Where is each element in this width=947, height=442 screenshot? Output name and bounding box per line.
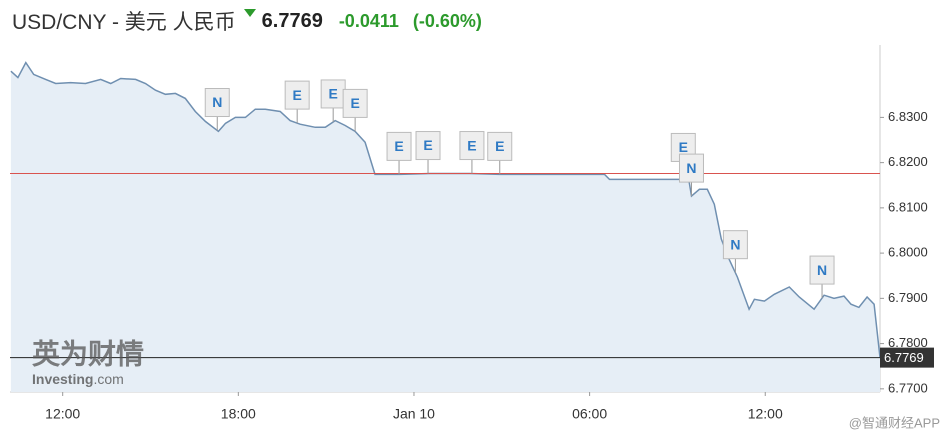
- event-flag: E: [459, 131, 485, 174]
- x-tick-label: 12:00: [45, 406, 80, 422]
- y-tick-label: 6.8300: [888, 109, 928, 124]
- event-flag: E: [487, 131, 513, 175]
- price-line: [10, 61, 881, 358]
- x-tick-label: 06:00: [572, 406, 607, 422]
- event-flag: N: [722, 230, 748, 273]
- header: USD/CNY - 美元 人民币 6.7769 -0.0411 (-0.60%): [12, 6, 482, 36]
- event-box: [204, 88, 230, 118]
- event-box: [678, 153, 704, 183]
- logo-suffix: .com: [93, 371, 123, 387]
- y-tick-label: 6.8100: [888, 199, 928, 214]
- change-percent: (-0.60%): [412, 10, 482, 31]
- event-label: N: [817, 262, 827, 278]
- event-box: [415, 131, 441, 161]
- event-label: E: [292, 87, 301, 103]
- event-label: E: [467, 137, 476, 153]
- y-tick-label: 6.7800: [888, 335, 928, 350]
- event-flag: N: [204, 88, 230, 131]
- event-box: [487, 131, 513, 161]
- event-label: E: [394, 138, 403, 154]
- event-box: [386, 131, 412, 161]
- event-flag: N: [678, 153, 704, 197]
- event-box: [722, 230, 748, 260]
- event-flag: E: [415, 131, 441, 174]
- x-tick-label: Jan 10: [393, 406, 435, 422]
- y-tick-label: 6.7700: [888, 380, 928, 395]
- down-arrow: [243, 9, 256, 17]
- event-label: E: [329, 86, 338, 102]
- source-watermark: @智通财经APP: [849, 415, 940, 430]
- event-label: E: [423, 137, 432, 153]
- change: -0.0411: [338, 10, 399, 31]
- event-flag: E: [386, 131, 412, 175]
- event-label: E: [495, 138, 504, 154]
- area-fill: [10, 62, 881, 392]
- y-tick-label: 6.8000: [888, 245, 928, 260]
- y-tick-label: 6.7900: [888, 290, 928, 305]
- event-box: [809, 255, 835, 285]
- event-box: [284, 80, 310, 110]
- x-tick-label: 12:00: [748, 406, 783, 422]
- event-flag: N: [809, 255, 835, 299]
- price-tag-label: 6.7769: [884, 350, 924, 365]
- logo-en: Investing.com: [32, 371, 124, 387]
- event-flag: E: [284, 80, 310, 124]
- y-tick-label: 6.8200: [888, 154, 928, 169]
- event-label: N: [730, 236, 740, 252]
- logo-brand: Investing: [32, 371, 93, 387]
- logo-cn: 英为财情: [32, 338, 144, 369]
- x-tick-label: 18:00: [221, 406, 256, 422]
- event-flag: E: [320, 79, 346, 122]
- event-label: N: [686, 160, 696, 176]
- price-tag: [880, 347, 934, 368]
- event-label: E: [679, 139, 688, 155]
- event-label: N: [212, 94, 222, 110]
- event-flag: E: [342, 88, 368, 132]
- event-label: E: [350, 95, 359, 111]
- event-box: [459, 131, 485, 161]
- pair-name: USD/CNY - 美元 人民币: [12, 11, 236, 34]
- event-box: [342, 88, 368, 118]
- price: 6.7769: [261, 9, 323, 32]
